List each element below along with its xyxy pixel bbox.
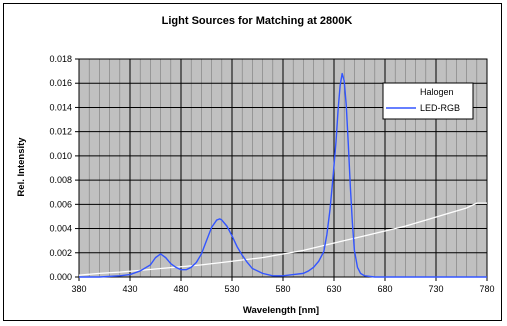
legend-label-halogen: Halogen [420, 87, 454, 97]
y-tick-label: 0.010 [49, 151, 72, 161]
x-tick-label: 730 [428, 284, 443, 294]
x-tick-label: 630 [326, 284, 341, 294]
x-tick-label: 530 [224, 284, 239, 294]
x-tick-label: 580 [275, 284, 290, 294]
x-tick-label: 680 [377, 284, 392, 294]
y-tick-label: 0.000 [49, 272, 72, 282]
y-tick-label: 0.008 [49, 175, 72, 185]
x-tick-label: 780 [479, 284, 494, 294]
x-axis-ticks: 380 430 480 530 580 630 680 730 780 [71, 277, 495, 294]
x-axis-title: Wavelength [nm] [243, 305, 319, 316]
legend-box [382, 82, 474, 120]
y-axis-ticks: 0.000 0.002 0.004 0.006 0.008 0.010 0.012 0.014… [49, 54, 79, 282]
y-tick-label: 0.018 [49, 54, 72, 64]
y-tick-label: 0.006 [49, 199, 72, 209]
series-group [78, 72, 487, 278]
x-tick-label: 430 [122, 284, 137, 294]
chart-title: Light Sources for Matching at 2800K [162, 15, 353, 27]
y-tick-label: 0.014 [49, 102, 72, 112]
x-tick-label: 380 [71, 284, 86, 294]
legend-label-led-rgb: LED-RGB [420, 103, 460, 113]
y-tick-label: 0.016 [49, 78, 72, 88]
legend: Halogen LED-RGB [382, 82, 474, 120]
y-tick-label: 0.004 [49, 224, 72, 234]
y-tick-label: 0.012 [49, 127, 72, 137]
x-tick-label: 480 [173, 284, 188, 294]
series-line-led-rgb [79, 72, 487, 278]
y-axis-title: Rel. Intensity [16, 137, 27, 197]
series-line-halogen [78, 202, 487, 276]
y-tick-label: 0.002 [49, 248, 72, 258]
